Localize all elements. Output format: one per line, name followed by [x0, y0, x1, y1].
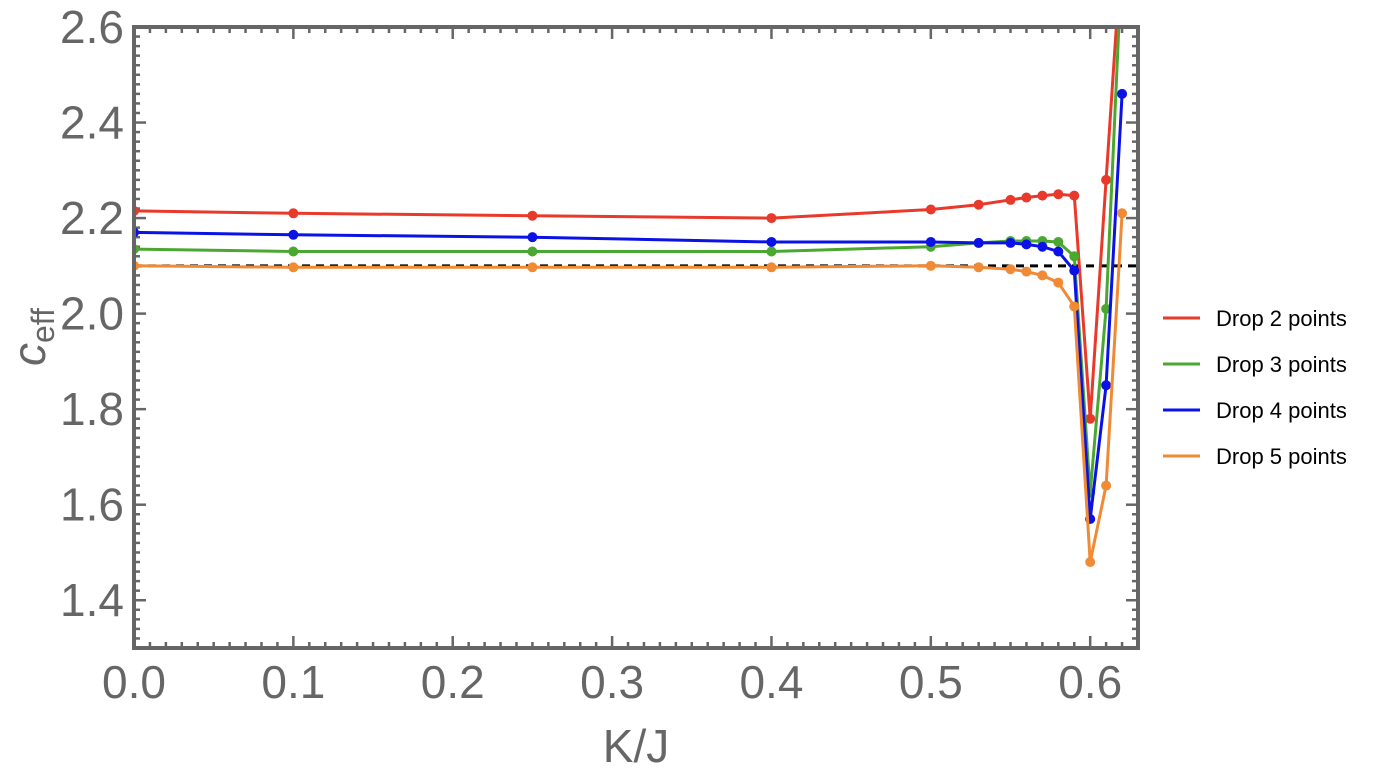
x-axis-title: K/J — [603, 720, 669, 772]
legend-item: Drop 2 points — [1163, 306, 1347, 331]
x-tick-label: 0.4 — [739, 656, 803, 708]
data-point — [766, 213, 777, 224]
legend-label: Drop 3 points — [1216, 352, 1347, 377]
data-point — [1069, 190, 1080, 201]
data-point — [1005, 264, 1016, 275]
series-1 — [134, 27, 1118, 424]
series-4 — [134, 208, 1128, 568]
data-point — [1037, 190, 1048, 201]
y-axis-title: ceff — [3, 308, 61, 366]
data-point — [527, 210, 538, 221]
data-point — [1021, 192, 1032, 203]
y-tick-label: 1.4 — [60, 574, 124, 626]
plot-frame — [132, 25, 1140, 650]
y-tick-label: 2.4 — [60, 97, 124, 149]
data-point — [1101, 303, 1112, 314]
data-point — [527, 262, 538, 273]
y-tick-label: 1.6 — [60, 479, 124, 531]
tick-marks — [132, 25, 1140, 650]
data-point — [1101, 174, 1112, 185]
data-point — [288, 246, 299, 257]
y-axis-title-subscript: eff — [25, 308, 61, 343]
data-point — [925, 236, 936, 247]
legend-label: Drop 2 points — [1216, 306, 1347, 331]
data-point — [1053, 189, 1064, 200]
series-2 — [134, 27, 1121, 498]
legend-item: Drop 5 points — [1163, 444, 1347, 469]
x-tick-label: 0.2 — [421, 656, 485, 708]
x-tick-labels: 0.0 0.1 0.2 0.3 0.4 0.5 0.6 — [102, 656, 1122, 708]
data-point — [1053, 246, 1064, 257]
y-tick-labels: 1.4 1.6 1.8 2.0 2.2 2.4 2.6 — [60, 1, 124, 626]
data-point — [766, 262, 777, 273]
data-point — [1085, 413, 1096, 424]
series-line — [134, 93, 1124, 521]
series-3 — [134, 88, 1128, 525]
data-point — [1037, 270, 1048, 281]
y-tick-label: 2.2 — [60, 192, 124, 244]
data-point — [288, 262, 299, 273]
data-point — [973, 237, 984, 248]
y-tick-label: 2.6 — [60, 1, 124, 53]
data-point — [1069, 265, 1080, 276]
data-point — [288, 229, 299, 240]
data-point — [527, 232, 538, 243]
x-tick-label: 0.1 — [261, 656, 325, 708]
data-point — [973, 199, 984, 210]
legend-label: Drop 5 points — [1216, 444, 1347, 469]
data-point — [1101, 380, 1112, 391]
legend-item: Drop 4 points — [1163, 398, 1347, 423]
data-point — [1085, 557, 1096, 568]
data-point — [527, 246, 538, 257]
data-point — [766, 246, 777, 257]
data-point — [1021, 266, 1032, 277]
legend-label: Drop 4 points — [1216, 398, 1347, 423]
series-line — [134, 213, 1124, 564]
legend: Drop 2 points Drop 3 points Drop 4 points D… — [1163, 306, 1347, 469]
x-tick-label: 0.6 — [1058, 656, 1122, 708]
y-tick-label: 2.0 — [60, 288, 124, 340]
data-point — [288, 208, 299, 219]
x-tick-label: 0.3 — [580, 656, 644, 708]
series-group — [134, 27, 1128, 568]
data-point — [973, 262, 984, 273]
data-point — [1037, 241, 1048, 252]
y-tick-label: 1.8 — [60, 383, 124, 435]
x-tick-label: 0.5 — [899, 656, 963, 708]
data-point — [1117, 88, 1128, 99]
data-point — [1053, 277, 1064, 288]
data-point — [1021, 239, 1032, 250]
data-point — [925, 260, 936, 271]
data-point — [1117, 208, 1128, 219]
legend-item: Drop 3 points — [1163, 352, 1347, 377]
data-point — [766, 236, 777, 247]
data-point — [1101, 480, 1112, 491]
series-line — [134, 27, 1118, 421]
series-line — [134, 27, 1121, 495]
x-tick-label: 0.0 — [102, 656, 166, 708]
data-point — [1005, 237, 1016, 248]
data-point — [1069, 251, 1080, 262]
data-point — [925, 204, 936, 215]
y-axis-title-main: c — [3, 343, 55, 366]
data-point — [1005, 194, 1016, 205]
data-point — [1053, 236, 1064, 247]
data-point — [1069, 301, 1080, 312]
